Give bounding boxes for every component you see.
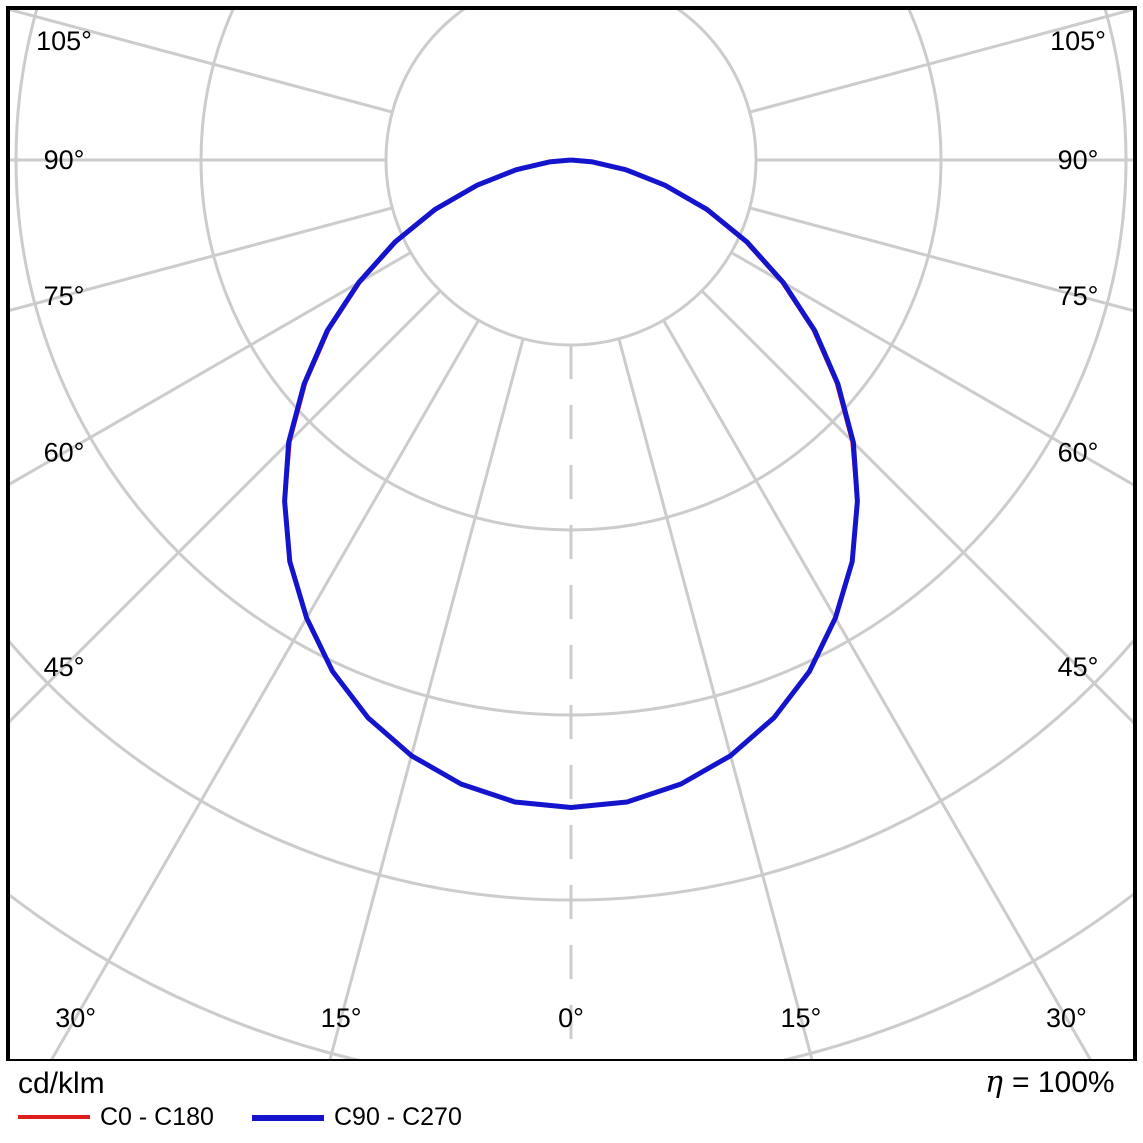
angle-label-75-right: 75°: [1058, 281, 1099, 311]
angle-label-60-right: 60°: [1058, 438, 1099, 468]
angle-label-75-left: 75°: [44, 281, 85, 311]
angle-label-30-left: 30°: [55, 1003, 96, 1033]
angle-label-45-right: 45°: [1058, 652, 1099, 682]
unit-label: cd/klm: [18, 1067, 105, 1100]
angle-label-15-left: 15°: [321, 1003, 362, 1033]
angle-label-30-right: 30°: [1046, 1003, 1087, 1033]
curve-C90-C270: [282, 157, 860, 810]
efficiency-value: = 100%: [1011, 1066, 1115, 1099]
efficiency-label: η = 100%: [985, 1065, 1115, 1100]
legend: cd/klm η = 100% C0 - C180 C90 - C270: [0, 1061, 1143, 1143]
angle-label-90-left: 90°: [44, 145, 85, 175]
legend-line-c90-icon: [252, 1115, 324, 1121]
legend-line-c0-icon: [18, 1115, 90, 1119]
legend-label-c0: C0 - C180: [100, 1103, 214, 1131]
eta-symbol: η: [985, 1065, 1003, 1100]
legend-label-c90: C90 - C270: [334, 1103, 462, 1131]
angle-label-60-left: 60°: [44, 438, 85, 468]
angle-label-15-right: 15°: [780, 1003, 821, 1033]
angle-label-0: 0°: [558, 1003, 584, 1033]
angle-label-105-right: 105°: [1050, 26, 1106, 56]
angle-label-105-left: 105°: [36, 26, 92, 56]
angle-label-45-left: 45°: [44, 652, 85, 682]
angle-label-90-right: 90°: [1058, 145, 1099, 175]
